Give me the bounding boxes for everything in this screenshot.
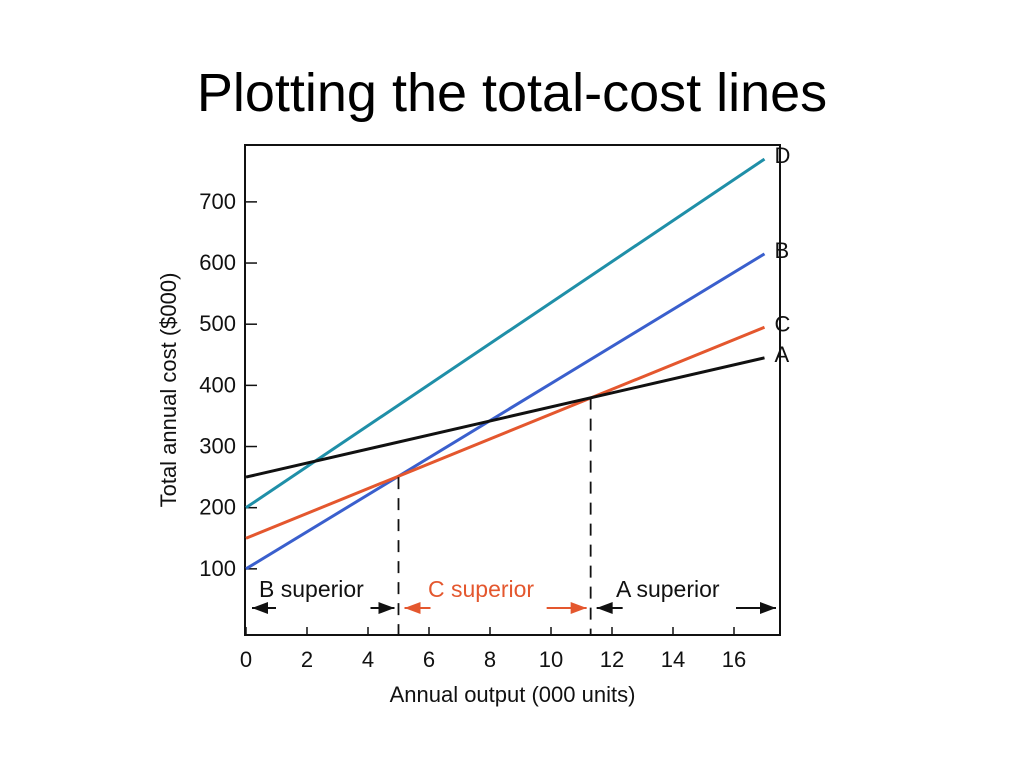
series-line-a — [245, 356, 765, 479]
series-label-a: A — [775, 342, 790, 367]
series-line-d — [245, 157, 766, 509]
x-tick-label: 6 — [423, 647, 435, 672]
y-tick-label: 100 — [199, 556, 236, 581]
plot-frame — [244, 144, 781, 636]
region-label-b-superior: B superior — [259, 576, 364, 602]
arrowhead — [760, 602, 776, 614]
region-label-a-superior: A superior — [616, 576, 720, 602]
arrowhead — [252, 602, 268, 614]
x-tick-label: 12 — [600, 647, 624, 672]
region-label-c-superior: C superior — [428, 576, 534, 602]
x-tick-label: 8 — [484, 647, 496, 672]
arrowhead — [596, 602, 613, 614]
slide-title: Plotting the total-cost lines — [196, 63, 828, 123]
series-line-b — [245, 252, 766, 571]
x-axis-label: Annual output (000 units) — [390, 682, 636, 707]
x-tick-label: 14 — [661, 647, 685, 672]
x-tick-label: 4 — [362, 647, 374, 672]
y-tick-label: 500 — [199, 311, 236, 336]
y-tick-label: 200 — [199, 495, 236, 520]
y-axis-label: Total annual cost ($000) — [156, 273, 181, 508]
x-tick-label: 2 — [301, 647, 313, 672]
x-tick-label: 0 — [240, 647, 252, 672]
x-tick-label: 10 — [539, 647, 563, 672]
series-label-d: D — [775, 143, 791, 168]
x-tick-label: 16 — [722, 647, 746, 672]
series-label-c: C — [775, 311, 791, 336]
series-line-c — [245, 325, 766, 540]
y-tick-label: 300 — [199, 434, 236, 459]
y-tick-label: 700 — [199, 189, 236, 214]
series-label-b: B — [775, 238, 790, 263]
arrowhead — [404, 602, 421, 614]
arrowhead — [570, 602, 587, 614]
y-tick-label: 400 — [199, 372, 236, 397]
y-tick-label: 600 — [199, 250, 236, 275]
arrowhead — [378, 602, 395, 614]
